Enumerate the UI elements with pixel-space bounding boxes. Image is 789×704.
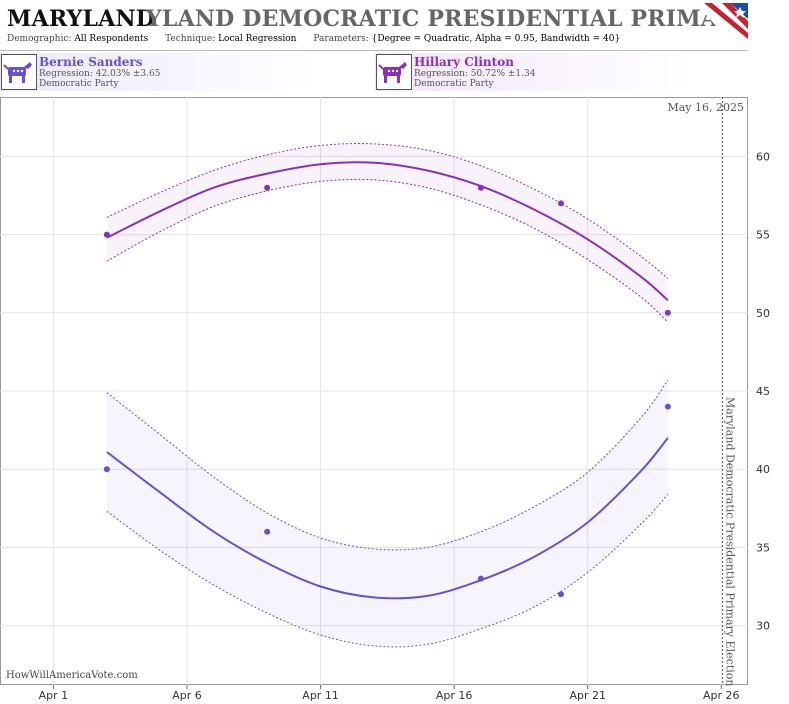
bernie-sanders-poll-point [664,403,671,410]
y-tick-label: 50 [756,307,770,320]
axes: 30 35 40 45 50 55 60 Apr 1 Apr 6 Apr 11 Apr 16 Apr … [39,97,770,702]
bernie-sanders-upper-bound [106,379,669,551]
watermark: HowWillAmericaVote.com [6,670,138,681]
parameters-label: Parameters: [313,34,369,44]
technique-value: Local Regression [218,34,297,44]
grid [0,97,748,685]
hillary-clinton-upper-bound [106,143,669,279]
candidate-party: Democratic Party [414,79,494,89]
y-tick-label: 60 [756,150,770,163]
hillary-clinton-lower-bound [106,178,669,323]
bernie-sanders-confidence-band [106,380,668,646]
y-tick-label: 40 [756,463,770,476]
title-state: MARYLAND [7,6,156,32]
bernie-sanders-poll-point [264,528,271,535]
hillary-clinton-regression-line [106,161,669,302]
series-lines [106,143,669,648]
demographic-value: All Respondents [74,34,149,44]
date-label: May 16, 2025 [667,101,744,114]
hillary-clinton-confidence-band [106,143,668,323]
hillary-clinton-poll-point [103,231,110,238]
donkey-icon [376,54,412,90]
hillary-clinton-poll-point [558,200,564,207]
candidate-regression: Regression: 42.03% ±3.65 [39,69,161,79]
x-tick-label: Apr 1 [39,689,69,702]
chart-header: MARYLAND YLAND DEMOCRATIC PRESIDENTIAL P… [0,0,748,51]
y-tick-label: 45 [756,385,770,398]
parameters-value: {Degree = Quadratic, Alpha = 0.95, Bandw… [371,34,621,44]
candidate-party: Democratic Party [39,79,119,89]
candidate-card-sanders: Bernie Sanders Regression: 42.03% ±3.65 … [0,53,370,91]
candidate-regression: Regression: 50.72% ±1.34 [414,69,536,79]
candidate-name: Bernie Sanders [39,55,143,69]
candidate-name: Hillary Clinton [414,55,514,69]
y-tick-label: 55 [756,229,770,242]
candidate-card-clinton: Hillary Clinton Regression: 50.72% ±1.34… [375,53,745,91]
x-tick-label: Apr 6 [172,689,202,702]
bernie-sanders-lower-bound [106,493,669,648]
donkey-icon [1,54,37,90]
candidate-legend: Bernie Sanders Regression: 42.03% ±3.65 … [0,53,748,93]
technique-label: Technique: [165,34,216,44]
x-tick-label: Apr 16 [436,689,473,702]
poll-points [103,184,671,598]
x-tick-label: Apr 26 [703,689,740,702]
bernie-sanders-poll-point [477,575,484,582]
bernie-sanders-regression-line [106,437,669,600]
x-tick-label: Apr 11 [302,689,339,702]
y-tick-label: 35 [756,541,770,554]
election-day-label: Maryland Democratic Presidential Primary… [724,397,737,686]
hillary-clinton-poll-point [264,184,271,191]
demographic-label: Demographic: [7,34,72,44]
hillary-clinton-poll-point [477,184,484,191]
hillary-clinton-poll-point [664,309,671,316]
confidence-bands [106,143,668,646]
parameters-line: Demographic: All Respondents Technique: … [7,34,634,44]
x-tick-label: Apr 21 [569,689,606,702]
y-tick-label: 30 [756,620,770,633]
bernie-sanders-poll-point [103,466,110,473]
flag-logo-icon [696,3,748,49]
bernie-sanders-poll-point [558,591,564,598]
title-election: YLAND DEMOCRATIC PRESIDENTIAL PRIMARY 20… [146,6,748,32]
